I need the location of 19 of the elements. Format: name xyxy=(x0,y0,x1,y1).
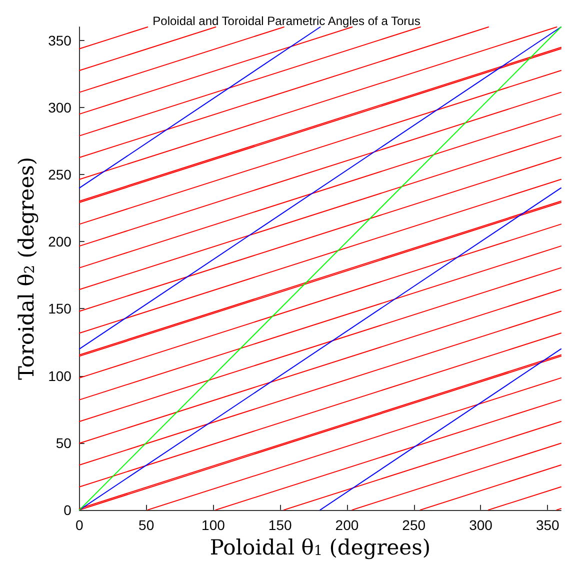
y-axis-title: Toroidal θ2 (degrees) xyxy=(14,156,38,380)
chart-title: Poloidal and Toroidal Parametric Angles of a Torus xyxy=(152,14,420,28)
x-tick-label: 150 xyxy=(268,516,292,533)
y-tick-label: 150 xyxy=(48,300,72,317)
y-tick-label: 100 xyxy=(48,368,72,384)
x-tick-label: 350 xyxy=(536,516,560,533)
y-tick-label: 50 xyxy=(56,434,72,451)
y-tick-label: 200 xyxy=(48,234,72,250)
y-tick-label: 0 xyxy=(64,502,72,518)
x-tick-label: 0 xyxy=(76,516,84,533)
x-tick-label: 200 xyxy=(335,516,359,533)
y-tick-label: 350 xyxy=(48,32,72,48)
x-tick-label: 250 xyxy=(402,516,426,533)
x-tick-label: 100 xyxy=(202,516,226,533)
x-tick-label: 50 xyxy=(138,516,154,533)
x-axis-title: Poloidal θ1 (degrees) xyxy=(210,535,431,560)
x-tick-label: 300 xyxy=(469,516,493,533)
y-tick-label: 250 xyxy=(48,166,72,183)
y-tick-label: 300 xyxy=(48,99,72,116)
